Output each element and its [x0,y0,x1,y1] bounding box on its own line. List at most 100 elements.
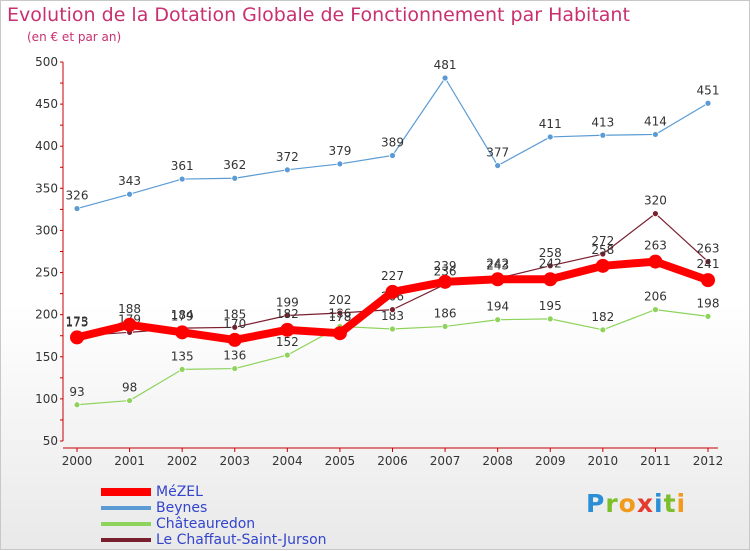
x-tick-label: 2003 [219,454,250,468]
data-point [546,315,554,323]
legend-label: Châteauredon [156,516,256,532]
logo-letter: r [605,489,619,518]
data-label: 361 [171,159,194,173]
data-label: 135 [171,349,194,363]
data-point [126,397,133,404]
data-label: 343 [118,174,141,188]
data-point [595,258,610,273]
data-label: 202 [328,293,351,307]
data-label: 242 [486,256,509,270]
data-point [231,174,239,182]
data-point [385,284,400,299]
data-point [490,272,505,287]
data-label: 178 [328,310,351,324]
data-label: 258 [591,243,614,257]
data-point [704,99,712,107]
y-tick-label: 150 [35,350,58,364]
data-point [599,326,607,334]
legend-item: Le Chaffaut-Saint-Jurson [101,532,401,549]
data-point [599,131,607,139]
data-label: 451 [697,83,720,97]
data-label: 98 [122,381,137,395]
x-tick-label: 2009 [535,454,566,468]
legend-item: MéZEL [101,484,401,501]
x-tick-label: 2010 [588,454,619,468]
series-chateauredon: 9398135136152186183186194195182206198 [69,290,720,409]
data-point [283,351,291,359]
legend-label: Beynes [156,500,208,516]
data-label: 173 [66,314,89,328]
data-label: 179 [171,309,194,323]
data-point [438,274,453,289]
data-point [648,254,663,269]
data-label: 263 [697,242,720,256]
data-label: 377 [486,146,509,160]
data-point [389,306,396,314]
data-label: 258 [539,246,562,260]
series-beynes: 326 343 361 362 372 379 389 481 377 411 413 414 451 [66,58,720,212]
data-point [283,312,291,319]
data-point [178,175,186,183]
logo-letter: t [663,489,677,518]
x-tick-label: 2008 [482,454,513,468]
legend-swatch [101,506,151,510]
data-point [332,326,347,341]
data-label: 389 [381,135,404,149]
data-point [546,133,554,141]
data-label: 236 [434,264,457,278]
chart-subtitle: (en € et par an) [27,30,122,44]
data-point [652,306,659,314]
logo-letter: o [618,489,637,518]
data-point [73,401,81,409]
proxiti-logo: Proxiti [586,489,686,518]
data-label: 320 [644,194,667,208]
x-tick-label: 2011 [640,454,671,468]
data-label: 242 [539,256,562,270]
data-point [175,325,190,340]
data-point [231,323,239,331]
data-point [231,365,239,372]
data-point [389,152,396,159]
legend: MéZEL Beynes Châteauredon Le Chaffaut-Saint… [101,484,401,549]
legend-swatch [101,488,151,496]
data-label: 93 [69,385,84,399]
y-tick-label: 500 [35,55,58,69]
y-tick-label: 450 [35,97,58,111]
data-point [543,272,558,287]
data-label: 186 [434,306,457,320]
data-label: 379 [328,144,351,158]
data-label: 272 [591,234,614,248]
data-label: 194 [486,300,509,314]
x-tick-label: 2007 [430,454,461,468]
data-point [704,258,712,266]
data-label: 239 [434,259,457,273]
y-tick-label: 400 [35,139,58,153]
data-label: 243 [486,258,509,272]
data-point [494,316,502,324]
data-label: 182 [276,307,299,321]
data-point [336,160,344,168]
data-point [441,74,449,82]
legend-swatch [101,522,151,526]
data-point [701,273,715,288]
y-tick-label: 350 [35,181,58,195]
x-tick-label: 2012 [693,454,724,468]
legend-item: Châteauredon [101,516,401,533]
logo-letter: i [654,489,664,518]
data-point [283,166,291,174]
data-label: 198 [697,296,720,310]
data-label: 227 [381,269,404,283]
data-label: 362 [223,158,246,172]
legend-item: Beynes [101,500,401,517]
data-label: 136 [223,349,246,363]
data-label: 414 [644,114,667,128]
data-point [441,323,449,330]
data-point [704,312,712,320]
y-tick-label: 300 [35,223,58,237]
data-point [494,162,502,169]
x-tick-label: 2000 [62,454,93,468]
data-point [546,262,554,270]
